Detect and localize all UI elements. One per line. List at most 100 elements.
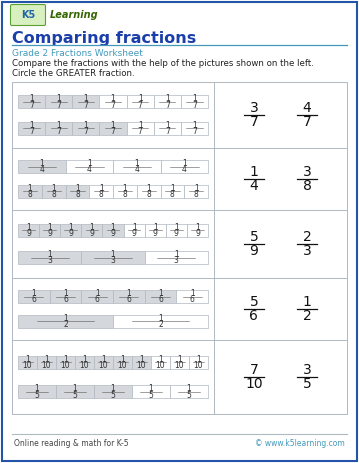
Bar — [189, 356, 208, 369]
Bar — [72, 122, 99, 135]
Bar — [113, 160, 160, 173]
Bar — [99, 122, 127, 135]
Bar — [166, 224, 187, 237]
Text: 7: 7 — [138, 100, 143, 110]
Bar — [123, 224, 145, 237]
Text: 1: 1 — [111, 384, 115, 394]
Text: © www.k5learning.com: © www.k5learning.com — [255, 438, 345, 448]
Text: 1: 1 — [111, 223, 115, 232]
Bar — [113, 315, 208, 328]
Text: 5: 5 — [34, 391, 39, 400]
Text: 8: 8 — [146, 190, 151, 199]
Text: 1: 1 — [69, 223, 73, 232]
Bar — [18, 290, 50, 303]
Bar — [81, 290, 113, 303]
Bar — [45, 122, 72, 135]
Bar — [39, 224, 60, 237]
Text: 7: 7 — [250, 115, 258, 129]
Text: 10: 10 — [23, 361, 32, 370]
Text: 9: 9 — [47, 229, 52, 238]
Bar — [132, 356, 151, 369]
Text: 1: 1 — [39, 159, 44, 168]
Text: 1: 1 — [170, 184, 175, 193]
Text: 3: 3 — [303, 244, 312, 258]
Text: 1: 1 — [182, 159, 187, 168]
Text: 9: 9 — [26, 229, 31, 238]
Bar — [81, 224, 102, 237]
Text: 10: 10 — [99, 361, 108, 370]
Text: 1: 1 — [84, 121, 88, 130]
Text: 10: 10 — [42, 361, 51, 370]
Text: 1: 1 — [51, 184, 56, 193]
Text: 2: 2 — [303, 230, 312, 244]
Text: 1: 1 — [132, 223, 136, 232]
Text: 1: 1 — [196, 355, 201, 364]
Text: 1: 1 — [158, 289, 163, 298]
Bar — [102, 224, 123, 237]
Bar — [145, 290, 176, 303]
Text: 3: 3 — [303, 363, 312, 377]
Text: 1: 1 — [34, 384, 39, 394]
Text: 4: 4 — [303, 101, 312, 115]
Text: K5: K5 — [21, 10, 35, 20]
Text: 5: 5 — [73, 391, 78, 400]
Text: Comparing fractions: Comparing fractions — [12, 31, 196, 45]
Text: 1: 1 — [187, 384, 191, 394]
Bar — [184, 185, 208, 198]
Text: 4: 4 — [134, 165, 139, 175]
Bar — [18, 315, 113, 328]
Text: 10: 10 — [137, 361, 146, 370]
Text: 6: 6 — [31, 295, 36, 304]
Text: 1: 1 — [73, 384, 78, 394]
Text: 4: 4 — [39, 165, 44, 175]
Text: 1: 1 — [139, 355, 144, 364]
Text: 6: 6 — [126, 295, 131, 304]
Text: 2: 2 — [303, 309, 312, 323]
Bar — [56, 356, 75, 369]
Text: 3: 3 — [250, 101, 258, 115]
Text: 7: 7 — [56, 100, 61, 110]
Text: Compare the fractions with the help of the pictures shown on the left.: Compare the fractions with the help of t… — [12, 60, 314, 69]
Text: 9: 9 — [111, 229, 116, 238]
Text: 10: 10 — [156, 361, 165, 370]
Text: 9: 9 — [174, 229, 179, 238]
Text: 1: 1 — [158, 314, 163, 323]
Text: 7: 7 — [83, 127, 88, 136]
Text: Online reading & math for K-5: Online reading & math for K-5 — [14, 438, 129, 448]
Text: 8: 8 — [75, 190, 80, 199]
Bar — [170, 385, 208, 398]
Bar — [42, 185, 65, 198]
Bar — [154, 122, 181, 135]
Text: 7: 7 — [83, 100, 88, 110]
Text: 6: 6 — [250, 309, 258, 323]
Text: 7: 7 — [192, 100, 197, 110]
Text: 1: 1 — [174, 250, 179, 259]
Bar — [137, 185, 160, 198]
Bar — [160, 160, 208, 173]
Text: 1: 1 — [75, 184, 80, 193]
Text: 1: 1 — [303, 295, 312, 309]
Text: 5: 5 — [250, 230, 258, 244]
Text: 1: 1 — [101, 355, 106, 364]
Bar — [18, 251, 81, 264]
Bar — [65, 160, 113, 173]
Text: 7: 7 — [165, 127, 170, 136]
Bar — [18, 385, 56, 398]
Bar — [170, 356, 189, 369]
Text: 3: 3 — [47, 257, 52, 265]
Text: 3: 3 — [174, 257, 179, 265]
Text: 6: 6 — [95, 295, 99, 304]
Text: 8: 8 — [28, 190, 32, 199]
Text: 7: 7 — [138, 127, 143, 136]
Text: 1: 1 — [195, 223, 200, 232]
Text: 10: 10 — [175, 361, 184, 370]
Bar — [81, 251, 145, 264]
Bar — [154, 95, 181, 108]
Bar — [94, 385, 132, 398]
Text: 4: 4 — [182, 165, 187, 175]
Text: 10: 10 — [61, 361, 70, 370]
Text: 5: 5 — [187, 391, 191, 400]
Bar — [127, 95, 154, 108]
Bar — [56, 385, 94, 398]
Bar — [18, 95, 45, 108]
